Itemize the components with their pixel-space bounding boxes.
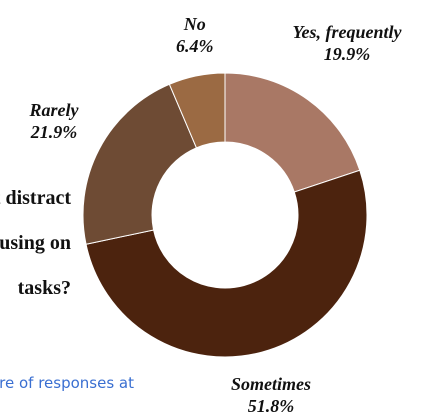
question-line-1: What distract	[0, 187, 71, 209]
footnote-text: Share of responses at	[0, 374, 134, 392]
slice-category-label: Yes, frequently	[292, 22, 402, 42]
slice-label-rarely: Rarely 21.9%	[30, 99, 79, 143]
slice-label-no: No 6.4%	[176, 13, 214, 57]
slice-value-label: 51.8%	[247, 396, 295, 416]
slice-label-sometimes: Sometimes 51.8%	[231, 373, 311, 416]
slice-yes-frequently	[224, 72, 361, 193]
slice-category-label: Rarely	[29, 100, 79, 120]
question-line-3: tasks?	[17, 277, 71, 299]
slice-category-label: No	[183, 14, 206, 34]
question-line-2: from focusing on	[0, 232, 71, 254]
slice-value-label: 6.4%	[176, 36, 214, 56]
slice-no	[168, 72, 226, 149]
slice-category-label: Sometimes	[231, 374, 311, 394]
slice-value-label: 21.9%	[30, 122, 78, 142]
slice-sometimes	[85, 169, 368, 358]
slice-label-yes-frequently: Yes, frequently 19.9%	[293, 21, 402, 65]
slice-value-label: 19.9%	[323, 44, 371, 64]
slice-rarely	[82, 83, 198, 245]
